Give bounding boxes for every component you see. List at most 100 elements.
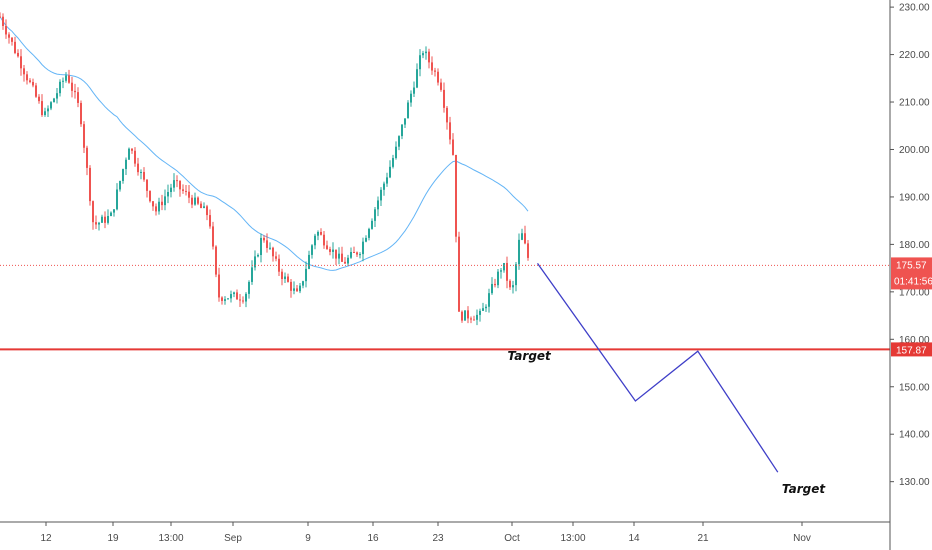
candle (347, 254, 349, 266)
candle-body (509, 280, 511, 288)
candle (161, 194, 163, 211)
candle-body (230, 294, 232, 299)
candle-body (203, 206, 205, 209)
candle-body (473, 319, 475, 321)
candle-body (410, 93, 412, 103)
candle (170, 183, 172, 198)
candle (173, 173, 175, 192)
candle (413, 81, 415, 97)
candle-body (236, 292, 238, 300)
candle (179, 180, 181, 197)
candle (341, 246, 343, 262)
candle-body (512, 285, 514, 288)
candle-body (401, 124, 403, 137)
candle-body (446, 107, 448, 123)
candle-body (191, 197, 193, 205)
candle (308, 250, 310, 270)
candle (524, 225, 526, 245)
candle-body (128, 148, 130, 160)
candle-body (194, 197, 196, 205)
candle-body (170, 187, 172, 193)
candle (104, 211, 106, 229)
candle (371, 218, 373, 230)
candle (143, 167, 145, 182)
candle (461, 310, 463, 323)
candle-body (50, 102, 52, 109)
candle-body (5, 26, 7, 35)
candle (311, 244, 313, 259)
candle-body (137, 163, 139, 173)
candle (245, 292, 247, 308)
candle (515, 261, 517, 292)
candle (326, 240, 328, 250)
candle (434, 67, 436, 77)
candle-body (416, 69, 418, 88)
candle (350, 247, 352, 259)
candle (266, 233, 268, 253)
candle (497, 269, 499, 289)
candle (5, 19, 7, 39)
candle-body (380, 189, 382, 201)
candle (452, 133, 454, 156)
candle-body (311, 245, 313, 255)
candle-body (482, 308, 484, 311)
candle (38, 94, 40, 104)
candle (32, 78, 34, 88)
candle (419, 49, 421, 77)
candle (290, 279, 292, 298)
candle-body (119, 180, 121, 190)
candle-body (341, 253, 343, 262)
candle-body (74, 90, 76, 93)
x-tick-label: 12 (40, 533, 52, 544)
candle (125, 157, 127, 176)
candle (17, 49, 19, 58)
candle-body (437, 71, 439, 83)
last-price-value: 175.57 (896, 260, 927, 271)
candle-body (464, 310, 466, 321)
candle (323, 231, 325, 249)
candle-body (431, 62, 433, 71)
candle-body (86, 147, 88, 168)
candle (380, 187, 382, 207)
candle-body (362, 241, 364, 255)
candle-body (338, 253, 340, 259)
candle-body (449, 122, 451, 140)
candle (410, 90, 412, 107)
candle-body (44, 111, 46, 116)
candle-body (65, 75, 67, 81)
candle-body (260, 237, 262, 255)
candle (359, 252, 361, 259)
candle-body (455, 154, 457, 237)
candle (95, 215, 97, 229)
candle (383, 181, 385, 196)
candle (59, 79, 61, 97)
candle-body (467, 310, 469, 319)
candle-body (356, 252, 358, 255)
candle (230, 290, 232, 303)
candle-body (98, 222, 100, 225)
candle (116, 183, 118, 211)
candle (392, 154, 394, 169)
candle (131, 148, 133, 154)
candle-body (197, 197, 199, 204)
candle-body (497, 271, 499, 286)
support-level-badge (891, 342, 932, 357)
candle-body (233, 292, 235, 295)
candle (242, 296, 244, 304)
x-tick-label: 23 (432, 533, 444, 544)
candle-body (302, 281, 304, 286)
candle-body (287, 276, 289, 282)
candle-body (503, 262, 505, 271)
candle (509, 279, 511, 290)
candle (128, 147, 130, 160)
candle (356, 251, 358, 258)
candle (503, 262, 505, 273)
y-tick-label: 140.00 (899, 430, 930, 441)
candle-body (323, 234, 325, 246)
candle-body (290, 281, 292, 291)
target-annotation: Target (508, 349, 553, 363)
candle (335, 249, 337, 265)
candle-body (17, 52, 19, 57)
